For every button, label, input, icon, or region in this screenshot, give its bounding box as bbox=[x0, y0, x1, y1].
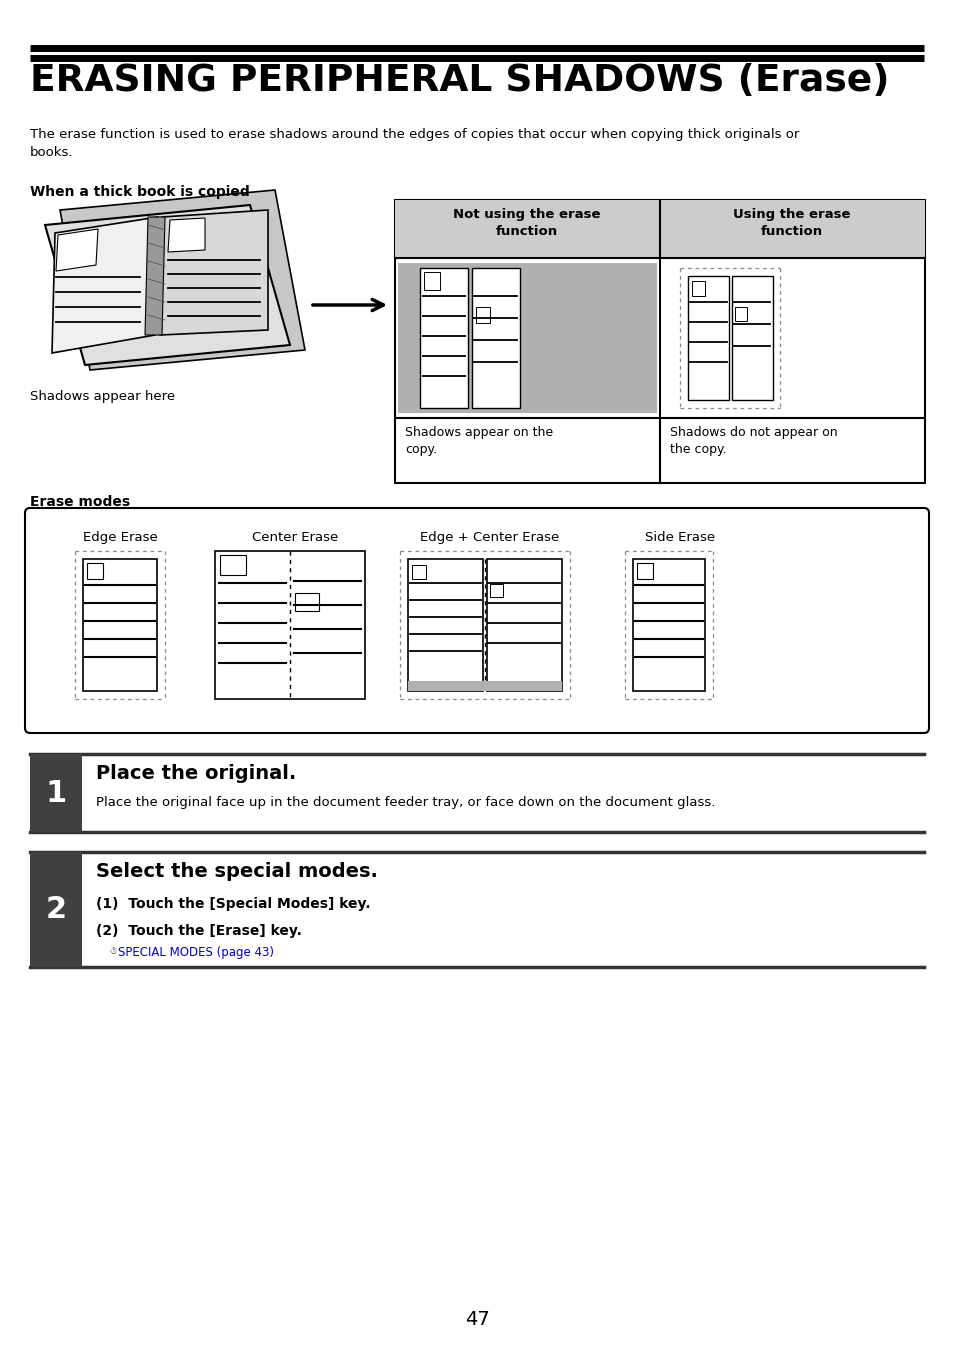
Text: 2: 2 bbox=[46, 894, 67, 924]
Bar bbox=[294, 593, 318, 611]
Bar bbox=[633, 559, 704, 690]
Bar bbox=[408, 681, 561, 690]
Text: Edge Erase: Edge Erase bbox=[83, 531, 157, 544]
Text: Shadows appear here: Shadows appear here bbox=[30, 390, 175, 403]
Polygon shape bbox=[60, 190, 305, 370]
Text: Shadows do not appear on
the copy.: Shadows do not appear on the copy. bbox=[669, 426, 837, 457]
Text: The erase function is used to erase shadows around the edges of copies that occu: The erase function is used to erase shad… bbox=[30, 128, 799, 159]
Text: 1: 1 bbox=[46, 778, 67, 808]
Bar bbox=[30, 754, 82, 832]
Bar bbox=[83, 559, 157, 690]
Text: 47: 47 bbox=[464, 1310, 489, 1329]
Bar bbox=[659, 200, 924, 258]
Text: ERASING PERIPHERAL SHADOWS (Erase): ERASING PERIPHERAL SHADOWS (Erase) bbox=[30, 63, 888, 99]
Text: Center Erase: Center Erase bbox=[252, 531, 337, 544]
Bar bbox=[734, 307, 746, 322]
Bar bbox=[220, 555, 246, 576]
Bar bbox=[395, 200, 659, 258]
Text: Erase modes: Erase modes bbox=[30, 494, 130, 509]
Bar bbox=[731, 276, 772, 400]
Text: (2)  Touch the [Erase] key.: (2) Touch the [Erase] key. bbox=[96, 924, 301, 938]
Polygon shape bbox=[168, 218, 205, 253]
Bar bbox=[476, 307, 490, 323]
FancyBboxPatch shape bbox=[25, 508, 928, 734]
Bar bbox=[30, 852, 82, 967]
Text: Select the special modes.: Select the special modes. bbox=[96, 862, 377, 881]
Text: Place the original.: Place the original. bbox=[96, 765, 296, 784]
Bar bbox=[214, 551, 365, 698]
Polygon shape bbox=[56, 230, 98, 272]
Bar bbox=[419, 267, 468, 408]
Bar bbox=[687, 276, 728, 400]
Bar bbox=[637, 563, 652, 580]
Text: When a thick book is copied: When a thick book is copied bbox=[30, 185, 250, 199]
Bar bbox=[423, 272, 439, 290]
Bar bbox=[87, 563, 103, 580]
Polygon shape bbox=[45, 205, 290, 365]
Text: Edge + Center Erase: Edge + Center Erase bbox=[420, 531, 559, 544]
Text: SPECIAL MODES (page 43): SPECIAL MODES (page 43) bbox=[118, 946, 274, 959]
Bar bbox=[408, 559, 482, 690]
Text: Place the original face up in the document feeder tray, or face down on the docu: Place the original face up in the docume… bbox=[96, 796, 715, 809]
Text: (1)  Touch the [Special Modes] key.: (1) Touch the [Special Modes] key. bbox=[96, 897, 370, 911]
Polygon shape bbox=[52, 218, 158, 353]
Polygon shape bbox=[160, 209, 268, 335]
Bar bbox=[691, 281, 704, 296]
Bar bbox=[397, 263, 657, 413]
Text: Side Erase: Side Erase bbox=[644, 531, 715, 544]
Bar bbox=[412, 565, 426, 580]
Bar bbox=[486, 559, 561, 690]
Polygon shape bbox=[145, 218, 165, 335]
Text: Not using the erase
function: Not using the erase function bbox=[453, 208, 600, 238]
Text: ☃: ☃ bbox=[108, 946, 116, 957]
Text: Shadows appear on the
copy.: Shadows appear on the copy. bbox=[405, 426, 553, 457]
Bar bbox=[472, 267, 519, 408]
Text: Using the erase
function: Using the erase function bbox=[733, 208, 850, 238]
Bar bbox=[395, 200, 924, 484]
Bar bbox=[490, 584, 502, 597]
